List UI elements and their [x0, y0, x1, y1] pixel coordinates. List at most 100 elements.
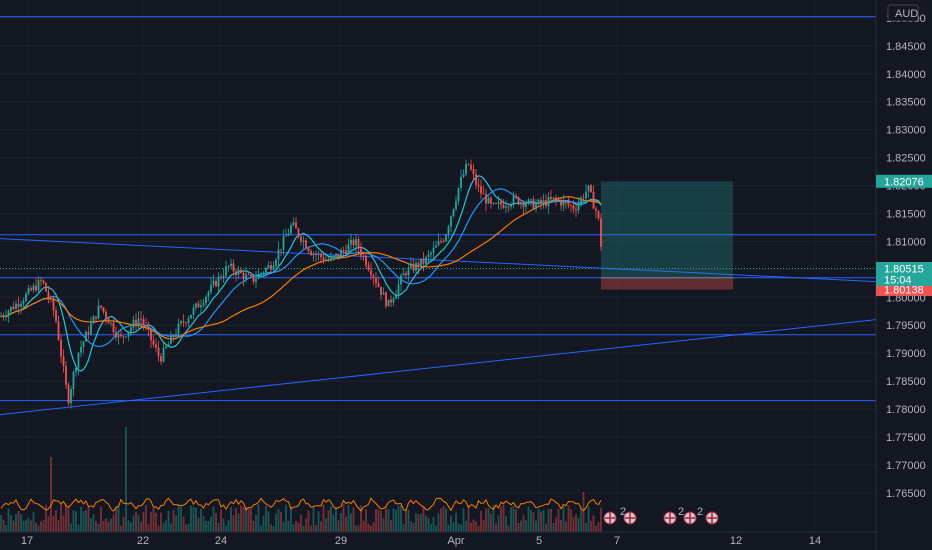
- volume-bar: [487, 508, 490, 532]
- volume-bar: [372, 522, 375, 532]
- candle-body: [65, 365, 67, 385]
- candle-body: [287, 233, 290, 236]
- currency-label: AUD: [895, 8, 918, 20]
- candle-body: [427, 254, 430, 258]
- candle-body: [375, 277, 377, 284]
- candle-body: [335, 253, 337, 256]
- volume-bar: [242, 507, 245, 532]
- time-tick-label: 29: [335, 535, 347, 547]
- volume-bar: [355, 525, 357, 532]
- volume-bar: [332, 514, 335, 532]
- volume-bar: [550, 508, 552, 532]
- volume-bar: [400, 504, 402, 532]
- volume-bar: [210, 516, 212, 532]
- time-axis[interactable]: 17 22 24 29 Apr 5 7 12 14: [0, 531, 876, 547]
- candle-body: [267, 265, 270, 269]
- candle-body: [272, 265, 275, 270]
- volume-bar: [342, 504, 345, 532]
- candle-body: [365, 255, 367, 266]
- candle-body: [32, 285, 35, 291]
- volume-bar: [172, 509, 175, 532]
- volume-bar: [457, 523, 460, 532]
- candle-body: [315, 254, 317, 255]
- candle-body: [400, 275, 402, 285]
- candle-body: [447, 226, 450, 235]
- volume-bar: [447, 524, 450, 532]
- volume-bar: [510, 507, 512, 532]
- volume-bar: [395, 509, 397, 532]
- volume-bar: [2, 519, 5, 532]
- candle-body: [150, 329, 152, 341]
- volume-bar: [57, 519, 60, 532]
- volume-bar: [67, 505, 70, 532]
- volume-bar: [482, 519, 485, 532]
- volume-bar: [307, 510, 310, 532]
- candle-body: [170, 335, 172, 344]
- volume-bar: [587, 506, 590, 532]
- candle-body: [582, 197, 585, 199]
- candle-body: [340, 250, 342, 257]
- candle-body: [222, 275, 225, 278]
- volume-bar: [425, 515, 427, 532]
- candle-body: [467, 163, 470, 165]
- candle-body: [50, 298, 52, 300]
- volume-bar: [335, 507, 337, 532]
- candle-body: [37, 279, 40, 291]
- volume-bar: [22, 520, 25, 532]
- volume-bar: [545, 523, 547, 532]
- horizontal-levels: [0, 16, 876, 402]
- volume-bar: [47, 516, 50, 532]
- volume-bar: [190, 505, 192, 532]
- candle-body: [525, 204, 527, 207]
- volume-bar: [432, 516, 435, 532]
- candle-body: [347, 244, 350, 254]
- volume-bar: [290, 506, 292, 532]
- candle-body: [452, 208, 455, 217]
- candle-body: [192, 307, 195, 315]
- volume-bar: [52, 515, 55, 532]
- candle-body: [225, 266, 227, 276]
- candle-body: [132, 320, 135, 328]
- volume-bar: [255, 514, 257, 532]
- candle-body: [57, 321, 60, 340]
- price-tag-label: 1.80138: [884, 285, 924, 297]
- volume-bar: [322, 504, 325, 532]
- volume-bar: [377, 509, 380, 532]
- candle-body: [565, 200, 567, 203]
- candle-body: [177, 323, 180, 335]
- candle-body: [462, 174, 465, 177]
- ascending-trendline: [0, 319, 877, 416]
- volume-bar: [200, 508, 202, 532]
- volume-bar: [177, 505, 180, 532]
- volume-bar: [257, 504, 260, 532]
- trendlines: [0, 238, 877, 416]
- volume-bar: [415, 513, 417, 532]
- volume-bar: [165, 520, 167, 532]
- volume-bar: [277, 509, 280, 532]
- volume-bar: [105, 518, 107, 532]
- volume-bar: [420, 513, 422, 532]
- currency-badge: [887, 4, 919, 22]
- volume-bar: [42, 520, 45, 532]
- price-axis[interactable]: 1.76500 1.77000 1.77500 1.78000 1.78500 1.790…: [875, 0, 926, 550]
- candle-body: [302, 240, 305, 242]
- volume-bar: [175, 515, 177, 532]
- volume-bar: [107, 521, 110, 532]
- candle-body: [217, 276, 220, 287]
- candle-body: [215, 280, 217, 287]
- long-position-tool[interactable]: [601, 181, 733, 290]
- candle-body: [235, 271, 237, 275]
- price-tick-label: 1.83000: [886, 125, 926, 137]
- volume-bar: [17, 511, 20, 532]
- volume-bar: [295, 521, 297, 532]
- volume-bar: [562, 506, 565, 532]
- volume-bar: [202, 515, 205, 532]
- volume-bar: [407, 509, 410, 532]
- volume-bar: [170, 523, 172, 532]
- time-tick-label: 7: [614, 535, 620, 547]
- volume-bar: [10, 515, 12, 532]
- volume-bar: [55, 510, 57, 532]
- volume-bar: [527, 506, 530, 532]
- volume-bar: [77, 524, 80, 532]
